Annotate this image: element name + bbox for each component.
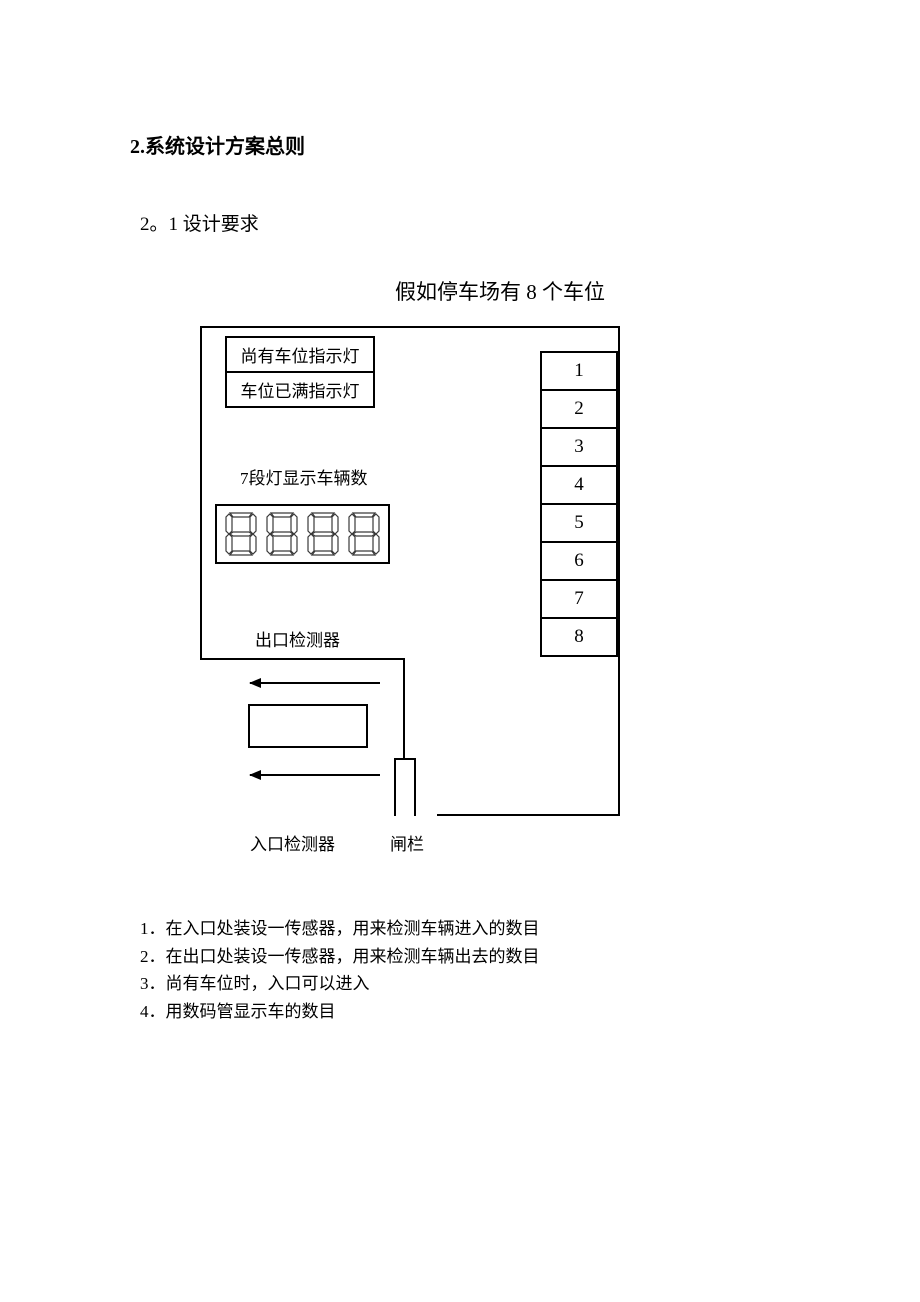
exit-detector-label: 出口检测器: [255, 626, 340, 651]
car-box: [248, 704, 368, 748]
diagram-title: 假如停车场有 8 个车位: [210, 276, 790, 306]
arrow-out-icon: [250, 682, 380, 684]
requirements-list: 1．在入口处装设一传感器，用来检测车辆进入的数目2．在出口处装设一传感器，用来检…: [140, 916, 790, 1024]
section-title: 2.系统设计方案总则: [130, 130, 790, 159]
seven-segment-digit-icon: [306, 510, 340, 558]
parking-slot: 6: [542, 543, 616, 581]
requirement-item: 2．在出口处装设一传感器，用来检测车辆出去的数目: [140, 944, 790, 970]
parking-slot: 1: [542, 353, 616, 391]
entry-detector-label: 入口检测器: [250, 830, 335, 855]
gate-label: 闸栏: [390, 830, 424, 855]
parking-slot: 7: [542, 581, 616, 619]
indicator-available: 尚有车位指示灯: [225, 336, 375, 373]
seven-segment-label: 7段灯显示车辆数: [240, 464, 368, 489]
parking-diagram: 尚有车位指示灯 车位已满指示灯 7段灯显示车辆数 出口检测器 12345678 …: [200, 326, 640, 856]
seven-segment-display: [215, 504, 390, 564]
requirement-item: 1．在入口处装设一传感器，用来检测车辆进入的数目: [140, 916, 790, 942]
subsection-title: 2。1 设计要求: [140, 209, 790, 236]
seven-segment-digit-icon: [347, 510, 381, 558]
requirement-item: 4．用数码管显示车的数目: [140, 999, 790, 1025]
seven-segment-digit-icon: [265, 510, 299, 558]
requirement-item: 3．尚有车位时，入口可以进入: [140, 971, 790, 997]
gate-bar: [394, 758, 416, 816]
indicator-full: 车位已满指示灯: [225, 371, 375, 408]
arrow-in-icon: [250, 774, 380, 776]
parking-slot: 5: [542, 505, 616, 543]
parking-slots: 12345678: [540, 351, 618, 657]
parking-slot: 8: [542, 619, 616, 657]
parking-slot: 2: [542, 391, 616, 429]
parking-slot: 3: [542, 429, 616, 467]
parking-slot: 4: [542, 467, 616, 505]
seven-segment-digit-icon: [224, 510, 258, 558]
